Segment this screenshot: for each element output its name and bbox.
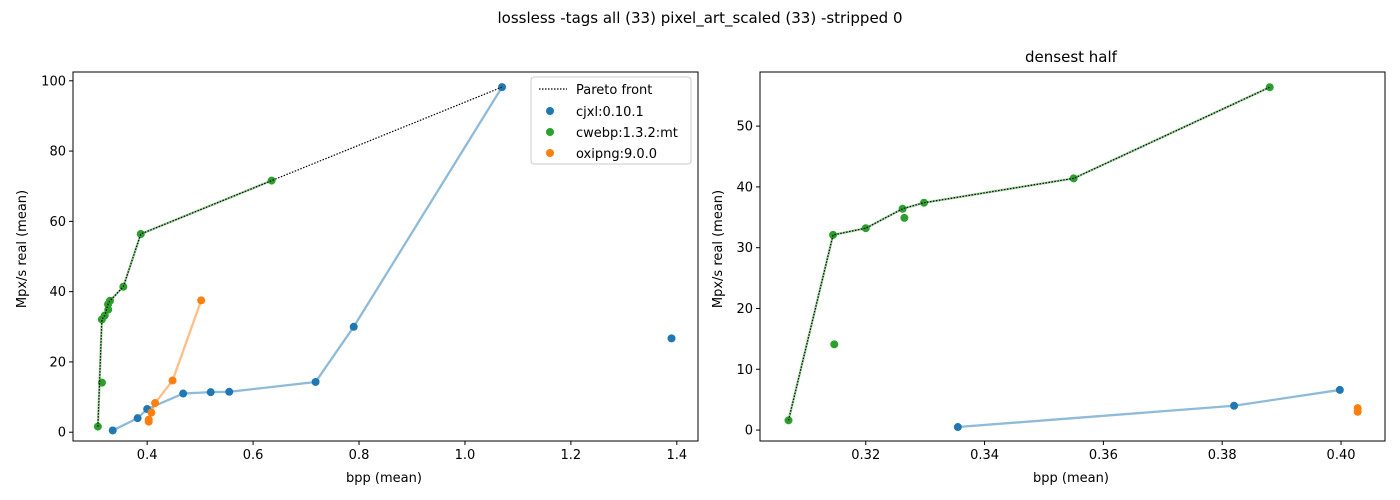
legend-item-pareto-front: Pareto front	[576, 83, 652, 98]
right-plot-area: 0.32 0.34 0.36 0.38 0.40 0 10 20 30 40 50	[736, 71, 1386, 463]
right-y-tick-label: 10	[736, 363, 753, 378]
right-y-tick-label: 20	[736, 302, 753, 317]
left-data-point	[147, 408, 156, 417]
left-y-tick-label: 80	[49, 145, 66, 160]
right-data-point	[1353, 404, 1362, 413]
legend-cwebp-marker	[546, 128, 554, 136]
right-panel-title: densest half	[1025, 48, 1118, 66]
legend-cjxl-marker	[546, 107, 554, 115]
right-x-tick-label: 0.38	[1208, 448, 1237, 463]
chart-panel-left: 0.4 0.6 0.8 1.0 1.2 1.4 0 20 40 60 80 100 bpp (mean…	[15, 71, 699, 486]
right-data-point	[900, 213, 909, 222]
right-data-point	[953, 423, 962, 432]
legend-box	[530, 76, 692, 165]
legend-item-cwebp: cwebp:1.3.2:mt	[576, 126, 678, 141]
left-y-tick-label: 60	[49, 215, 66, 230]
right-data-point	[830, 340, 839, 349]
left-y-tick-label: 100	[41, 74, 66, 89]
legend: Pareto front cjxl:0.10.1 cwebp:1.3.2:mt …	[530, 76, 692, 165]
right-data-point	[829, 230, 838, 239]
left-x-tick-label: 0.4	[137, 448, 158, 463]
legend-item-cjxl: cjxl:0.10.1	[576, 105, 644, 120]
right-x-tick-label: 0.32	[851, 448, 880, 463]
right-x-tick-label: 0.36	[1089, 448, 1118, 463]
left-data-point	[168, 376, 177, 385]
right-axes-frame	[759, 71, 1386, 442]
left-data-point	[267, 176, 276, 185]
left-x-tick-label: 1.4	[666, 448, 687, 463]
left-plot-area: 0.4 0.6 0.8 1.0 1.2 1.4 0 20 40 60 80 100	[41, 71, 699, 463]
left-data-point	[667, 334, 676, 343]
right-y-tick-label: 50	[736, 120, 753, 135]
right-y-tick-label: 40	[736, 180, 753, 195]
left-data-point	[97, 378, 106, 387]
left-data-point	[349, 322, 358, 331]
left-data-point	[206, 388, 215, 397]
left-data-point	[133, 414, 142, 423]
right-y-tick-label: 0	[745, 424, 753, 439]
left-y-tick-label: 20	[49, 355, 66, 370]
left-data-point	[136, 230, 145, 239]
right-series-line	[957, 388, 1341, 429]
left-y-axis-label: Mpx/s real (mean)	[15, 190, 30, 308]
left-data-point	[105, 296, 114, 305]
right-y-axis-label: Mpx/s real (mean)	[711, 190, 726, 308]
left-data-point	[108, 426, 117, 435]
figure-suptitle: lossless -tags all (33) pixel_art_scaled…	[498, 9, 903, 28]
chart-panel-right: 0.32 0.34 0.36 0.38 0.40 0 10 20 30 40 50 densest …	[711, 48, 1386, 486]
right-series-line	[787, 86, 1271, 421]
left-data-point	[151, 399, 160, 408]
right-x-tick-label: 0.40	[1327, 448, 1356, 463]
left-data-point	[311, 377, 320, 386]
legend-oxipng-marker	[546, 149, 554, 157]
left-x-tick-label: 0.6	[243, 448, 264, 463]
legend-item-oxipng: oxipng:9.0.0	[576, 147, 657, 162]
right-data-point	[1230, 401, 1239, 410]
left-data-point	[197, 296, 206, 305]
right-data-point	[1265, 83, 1274, 92]
right-y-tick-label: 30	[736, 241, 753, 256]
left-pareto-front-line	[97, 86, 503, 427]
right-data-point	[1069, 174, 1078, 183]
left-axes-frame	[72, 71, 699, 442]
left-data-point	[498, 83, 507, 92]
right-data-point	[861, 224, 870, 233]
right-pareto-front-line	[787, 86, 1270, 421]
right-x-tick-label: 0.34	[970, 448, 999, 463]
left-x-axis-label: bpp (mean)	[346, 471, 422, 486]
right-x-axis-label: bpp (mean)	[1033, 471, 1109, 486]
right-data-point	[898, 204, 907, 213]
right-data-point	[1335, 385, 1344, 394]
left-y-tick-label: 40	[49, 285, 66, 300]
left-x-tick-label: 1.0	[455, 448, 476, 463]
left-y-tick-label: 0	[58, 426, 66, 441]
right-data-point	[919, 198, 928, 207]
left-data-point	[179, 389, 188, 398]
left-data-point	[225, 387, 234, 396]
left-x-tick-label: 0.8	[349, 448, 370, 463]
left-data-point	[104, 305, 113, 314]
left-x-tick-label: 1.2	[561, 448, 582, 463]
left-data-point	[144, 415, 153, 424]
